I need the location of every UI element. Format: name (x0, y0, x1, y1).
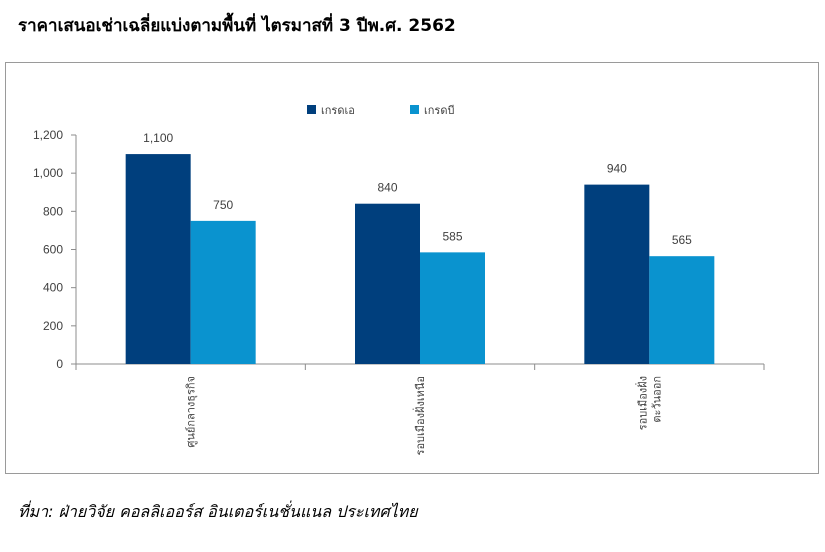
bar (649, 256, 715, 364)
bar (190, 220, 256, 364)
category-label-line: ศูนย์กลางธุรกิจ (185, 376, 198, 448)
legend: เกรดเอ เกรดบี (307, 104, 454, 117)
category-label-line: รอบเมืองฝั่งเหนือ (412, 376, 427, 455)
data-label: 1,100 (143, 131, 173, 145)
y-tick-label: 1,000 (33, 166, 63, 180)
chart-title: ราคาเสนอเช่าเฉลี่ยแบ่งตามพื้นที่ ไตรมาสท… (18, 16, 456, 36)
legend-swatch (410, 105, 419, 114)
data-label: 940 (607, 162, 627, 176)
y-tick-label: 800 (43, 204, 63, 218)
y-tick-label: 1,200 (33, 128, 63, 142)
bar (584, 184, 650, 364)
y-tick-label: 400 (43, 281, 63, 295)
data-label: 750 (213, 198, 233, 212)
category-label: รอบเมืองฝั่ง ตะวันออก (634, 376, 663, 430)
data-labels-group: 1,100 840 940 750 585 565 (143, 131, 692, 247)
category-label-line: ตะวันออก (650, 376, 663, 423)
y-tick-label: 600 (43, 243, 63, 257)
y-axis: 0 200 400 600 800 1,000 1,200 (33, 128, 77, 371)
legend-swatch (307, 105, 316, 114)
category-label-line: รอบเมืองฝั่ง (634, 376, 649, 430)
bar-chart: 0 200 400 600 800 1,000 1,200 1,100 840 940 750 58… (33, 104, 765, 455)
y-tick-label: 200 (43, 319, 63, 333)
source-note: ที่มา: ฝ่ายวิจัย คอลลิเออร์ส อินเตอร์เนช… (18, 502, 418, 521)
category-labels-group: ศูนย์กลางธุรกิจ รอบเมืองฝั่งเหนือ รอบเมือง… (185, 376, 664, 455)
legend-label: เกรดบี (424, 104, 454, 117)
data-label: 585 (442, 229, 462, 243)
x-axis (75, 363, 765, 370)
category-label: รอบเมืองฝั่งเหนือ (412, 376, 427, 455)
data-label: 565 (672, 233, 692, 247)
legend-label: เกรดเอ (321, 104, 355, 117)
category-label: ศูนย์กลางธุรกิจ (185, 376, 198, 448)
bar (355, 203, 420, 364)
y-tick-label: 0 (56, 357, 63, 371)
bars-group (125, 154, 715, 364)
bar (125, 154, 191, 364)
bar (420, 252, 485, 364)
data-label: 840 (377, 181, 397, 195)
